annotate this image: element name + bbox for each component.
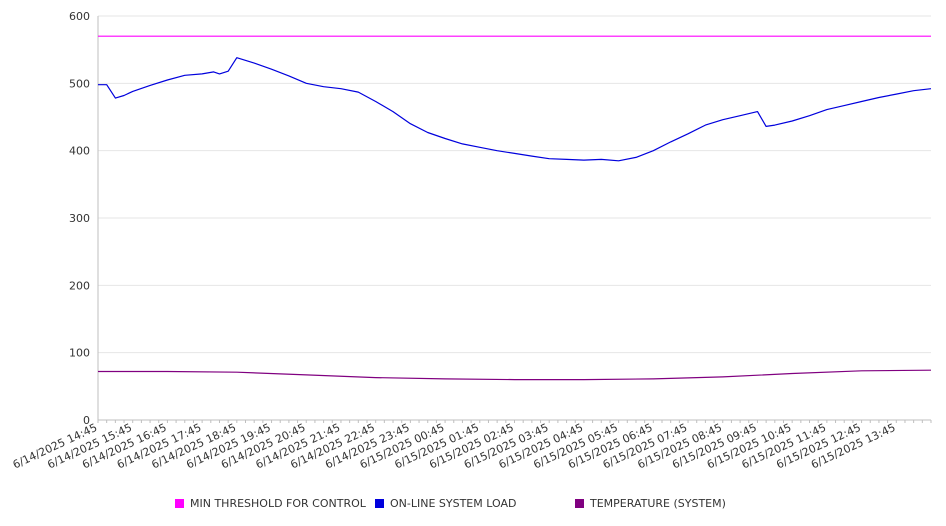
y-tick-label: 0 (83, 414, 90, 427)
y-tick-label: 500 (69, 77, 90, 90)
legend: MIN THRESHOLD FOR CONTROL ON-LINE SYSTEM… (0, 497, 946, 515)
y-tick-label: 400 (69, 145, 90, 158)
series-line-1 (98, 57, 932, 162)
chart: 0 100 200 300 400 500 600 6/14/2025 14:456/14/… (11, 10, 932, 471)
axes (97, 16, 932, 423)
legend-item-min-threshold[interactable]: MIN THRESHOLD FOR CONTROL (175, 497, 366, 510)
series-line-2 (98, 369, 932, 381)
legend-label-temperature: TEMPERATURE (SYSTEM) (590, 497, 726, 510)
y-tick-label: 200 (69, 279, 90, 292)
gridlines (98, 15, 931, 354)
legend-swatch-system-load (375, 499, 384, 508)
legend-label-min-threshold: MIN THRESHOLD FOR CONTROL (190, 497, 366, 510)
legend-swatch-min-threshold (175, 499, 184, 508)
legend-swatch-temperature (575, 499, 584, 508)
y-tick-label: 600 (69, 10, 90, 23)
legend-item-temperature[interactable]: TEMPERATURE (SYSTEM) (575, 497, 726, 510)
y-tick-label: 300 (69, 212, 90, 225)
series-lines (98, 35, 932, 381)
y-axis-ticks: 0 100 200 300 400 500 600 (69, 10, 90, 427)
x-axis-ticks: 6/14/2025 14:456/14/2025 15:456/14/2025 … (11, 421, 898, 471)
legend-item-system-load[interactable]: ON-LINE SYSTEM LOAD (375, 497, 516, 510)
legend-label-system-load: ON-LINE SYSTEM LOAD (390, 497, 517, 510)
y-tick-label: 100 (69, 347, 90, 360)
